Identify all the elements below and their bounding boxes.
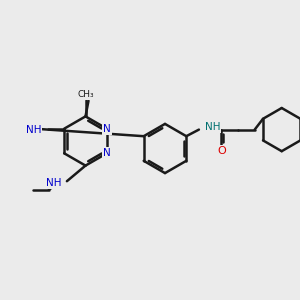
Text: NH: NH — [26, 125, 41, 135]
Text: CH₃: CH₃ — [77, 90, 94, 99]
Text: N: N — [103, 124, 111, 134]
Text: N: N — [103, 148, 111, 158]
Text: NH: NH — [205, 122, 220, 132]
Text: NH: NH — [46, 178, 62, 188]
Text: O: O — [217, 146, 226, 156]
